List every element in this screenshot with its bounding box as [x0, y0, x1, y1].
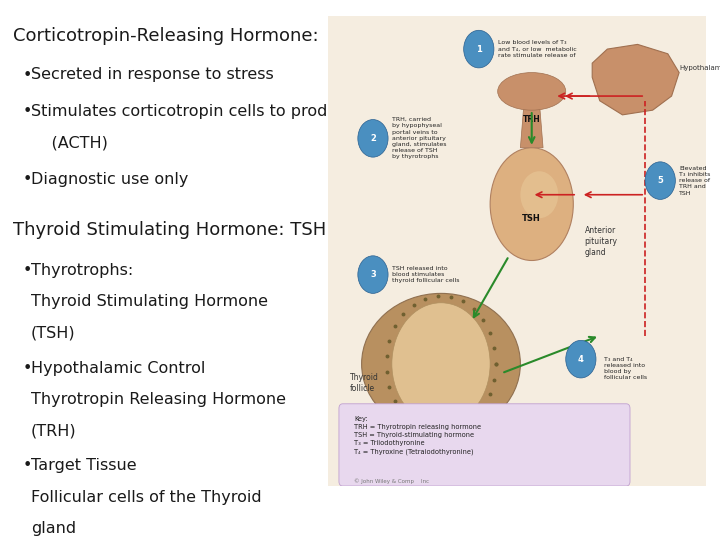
Text: (ACTH): (ACTH)	[31, 136, 108, 151]
Text: (TRH): (TRH)	[31, 423, 77, 438]
Circle shape	[464, 30, 494, 68]
Ellipse shape	[498, 72, 566, 110]
Circle shape	[645, 162, 675, 199]
Circle shape	[358, 256, 388, 293]
Text: Target Tissue: Target Tissue	[31, 458, 137, 474]
Text: © John Wiley & Comp    Inc: © John Wiley & Comp Inc	[354, 478, 429, 484]
Text: Follicular cells of the Thyroid: Follicular cells of the Thyroid	[31, 490, 262, 505]
Text: Thyroid Stimulating Hormone: TSH: Thyroid Stimulating Hormone: TSH	[13, 221, 326, 239]
Text: Low blood levels of T₃
and T₄, or low  metabolic
rate stimulate release of: Low blood levels of T₃ and T₄, or low me…	[498, 40, 577, 58]
Text: •: •	[23, 263, 32, 278]
FancyBboxPatch shape	[339, 404, 630, 486]
Text: Hypothalamic Control: Hypothalamic Control	[31, 361, 205, 376]
Text: (TSH): (TSH)	[31, 326, 76, 341]
Text: 3: 3	[370, 270, 376, 279]
Ellipse shape	[521, 171, 558, 218]
Text: •: •	[23, 68, 32, 83]
Text: •: •	[23, 172, 32, 187]
Text: TRH, carried
by hypophyseal
portal veins to
anterior pituitary
gland, stimulates: TRH, carried by hypophyseal portal veins…	[392, 117, 446, 159]
Text: TSH: TSH	[522, 214, 541, 222]
Text: Thyroid
follicle: Thyroid follicle	[351, 373, 379, 393]
Text: Thyrotrophs:: Thyrotrophs:	[31, 263, 133, 278]
Text: Stimulates corticotropin cells to produce adrenocorticotropic hormone: Stimulates corticotropin cells to produc…	[31, 104, 595, 119]
Ellipse shape	[361, 293, 521, 434]
Text: Corticotropin-Releasing Hormone:: Corticotropin-Releasing Hormone:	[13, 27, 319, 45]
Ellipse shape	[490, 148, 573, 260]
Text: •: •	[23, 104, 32, 119]
Text: T₃ and T₄
released into
blood by
follicular cells: T₃ and T₄ released into blood by follicu…	[603, 357, 647, 380]
Text: 1: 1	[476, 45, 482, 53]
Text: Thyroid Stimulating Hormone: Thyroid Stimulating Hormone	[31, 294, 268, 309]
Circle shape	[566, 340, 596, 378]
FancyBboxPatch shape	[328, 16, 706, 486]
Text: Diagnostic use only: Diagnostic use only	[31, 172, 189, 187]
Text: Key:
TRH = Thyrotropin releasing hormone
TSH = Thyroid-stimulating hormone
T₃ = : Key: TRH = Thyrotropin releasing hormone…	[354, 416, 481, 455]
Text: Thyrotropin Releasing Hormone: Thyrotropin Releasing Hormone	[31, 392, 286, 407]
Text: 4: 4	[578, 355, 584, 363]
Circle shape	[358, 119, 388, 157]
Text: Anterior
pituitary
gland: Anterior pituitary gland	[585, 226, 618, 257]
Text: 5: 5	[657, 176, 663, 185]
Text: 2: 2	[370, 134, 376, 143]
Text: TRH: TRH	[523, 115, 541, 124]
Circle shape	[392, 303, 490, 425]
Text: TSH released into
blood stimulates
thyroid follicular cells: TSH released into blood stimulates thyro…	[392, 266, 459, 284]
Text: Elevated
T₃ inhibits
release of
TRH and
TSH: Elevated T₃ inhibits release of TRH and …	[679, 166, 711, 195]
Text: •: •	[23, 361, 32, 376]
Text: •: •	[23, 458, 32, 474]
Polygon shape	[521, 101, 543, 148]
Text: Hypothalamus: Hypothalamus	[679, 65, 720, 71]
Text: gland: gland	[31, 521, 76, 536]
Polygon shape	[593, 44, 679, 115]
Text: Secreted in response to stress: Secreted in response to stress	[31, 68, 274, 83]
